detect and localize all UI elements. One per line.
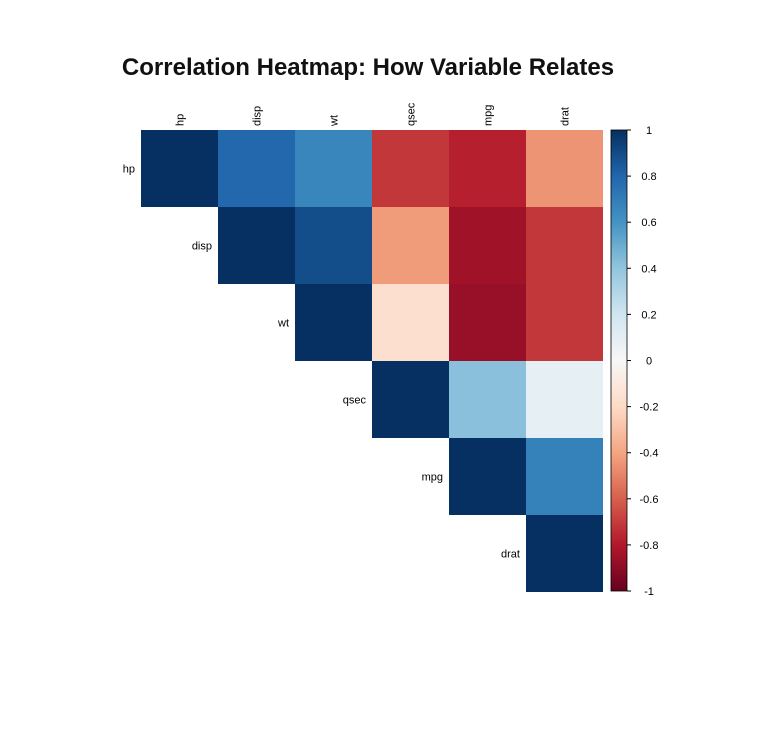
row-label-wt: wt	[277, 318, 289, 330]
column-label-disp: disp	[252, 106, 264, 126]
heatmap-cell-disp-drat	[526, 207, 603, 284]
heatmap-cell-wt-mpg	[449, 284, 526, 361]
colorbar: 1 0.8 0.6 0.4 0.2 0 -0.2 -0.4 -0.6 -0.8 -1	[610, 125, 659, 598]
heatmap-cell-wt-wt	[295, 284, 372, 361]
heatmap-cell-hp-wt	[295, 130, 372, 207]
heatmap-cell-disp-wt	[295, 207, 372, 284]
heatmap-cell-hp-hp	[141, 130, 218, 207]
row-label-mpg: mpg	[422, 472, 443, 484]
heatmap-cell-wt-drat	[526, 284, 603, 361]
column-label-hp: hp	[175, 114, 187, 126]
heatmap-cell-disp-mpg	[449, 207, 526, 284]
column-label-qsec: qsec	[406, 102, 418, 126]
colorbar-gradient	[610, 129, 628, 592]
heatmap-cell-mpg-drat	[526, 438, 603, 515]
column-label-wt: wt	[329, 115, 341, 127]
heatmap-cell-hp-drat	[526, 130, 603, 207]
heatmap-cell-mpg-mpg	[449, 438, 526, 515]
heatmap-cell-qsec-mpg	[449, 361, 526, 438]
row-label-disp: disp	[192, 241, 212, 253]
heatmap-cell-qsec-qsec	[372, 361, 449, 438]
heatmap-cell-wt-qsec	[372, 284, 449, 361]
colorbar-tick-label: -0.8	[640, 540, 659, 552]
chart-title: Correlation Heatmap: How Variable Relate…	[122, 54, 614, 81]
colorbar-tick-label: -0.6	[640, 494, 659, 506]
column-labels: hp disp wt qsec mpg drat	[175, 102, 572, 127]
column-label-mpg: mpg	[483, 105, 495, 126]
colorbar-tick-label: -0.2	[640, 402, 659, 414]
heatmap-cell-drat-drat	[526, 515, 603, 592]
heatmap-cell-disp-disp	[218, 207, 295, 284]
row-labels: hp disp wt qsec mpg drat	[123, 164, 520, 561]
colorbar-tick-label: 0.6	[641, 217, 656, 229]
row-label-drat: drat	[501, 549, 520, 561]
colorbar-tick-label: 0	[646, 356, 652, 368]
heatmap-cell-hp-qsec	[372, 130, 449, 207]
heatmap-cells	[141, 130, 603, 592]
colorbar-tick-label: 0.8	[641, 171, 656, 183]
colorbar-tick-label: 0.4	[641, 263, 656, 275]
colorbar-tick-label: -0.4	[640, 448, 659, 460]
colorbar-tick-label: -1	[644, 586, 654, 598]
heatmap-cell-hp-mpg	[449, 130, 526, 207]
heatmap-cell-disp-qsec	[372, 207, 449, 284]
row-label-qsec: qsec	[343, 395, 367, 407]
heatmap-cell-hp-disp	[218, 130, 295, 207]
colorbar-tick-label: 0.2	[641, 309, 656, 321]
column-label-drat: drat	[560, 107, 572, 126]
colorbar-tick-label: 1	[646, 125, 652, 137]
row-label-hp: hp	[123, 164, 135, 176]
heatmap-cell-qsec-drat	[526, 361, 603, 438]
